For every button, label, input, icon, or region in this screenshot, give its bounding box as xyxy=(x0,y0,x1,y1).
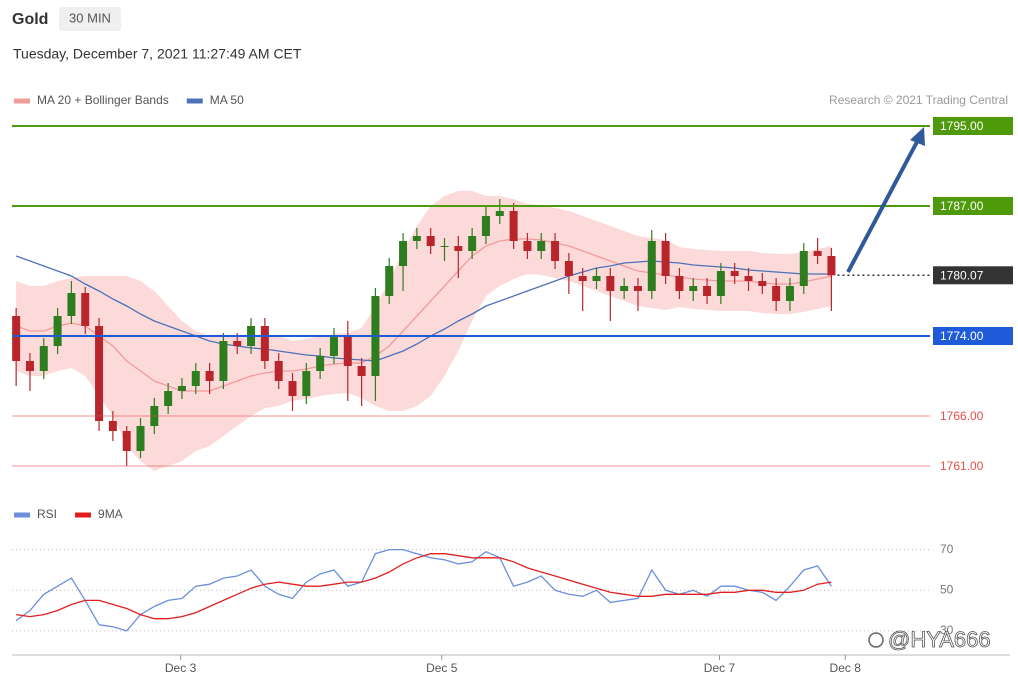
legend-label: RSI xyxy=(37,507,57,521)
legend-swatch xyxy=(14,512,30,518)
candle-body xyxy=(316,356,325,371)
level-label: 1780.07 xyxy=(940,268,984,282)
candle-body xyxy=(827,256,836,276)
level-label-box xyxy=(933,117,1013,135)
candle-body xyxy=(191,371,200,386)
level-label: 1774.00 xyxy=(940,329,984,343)
candle-body xyxy=(412,236,421,241)
candle-body xyxy=(606,276,615,291)
candle-body xyxy=(813,251,822,256)
legend-label: 9MA xyxy=(98,507,123,521)
candle-body xyxy=(329,336,338,356)
legend-swatch xyxy=(75,512,92,518)
level-label-box xyxy=(933,327,1013,345)
level-label-box xyxy=(933,197,1013,215)
moving-average xyxy=(15,238,832,392)
candle-body xyxy=(799,251,808,286)
candle-body xyxy=(564,261,573,276)
legend-label: MA 20 + Bollinger Bands xyxy=(37,93,169,107)
timestamp: Tuesday, December 7, 2021 11:27:49 AM CE… xyxy=(13,46,302,62)
candle-body xyxy=(219,341,228,381)
moving-average xyxy=(15,255,832,362)
legend-swatch xyxy=(186,98,203,104)
candle-body xyxy=(205,371,214,381)
candle-body xyxy=(95,326,104,421)
candle-body xyxy=(260,326,269,361)
candle-body xyxy=(274,361,283,381)
level-label: 1795.00 xyxy=(940,119,984,133)
candle-body xyxy=(481,216,490,236)
candle-body xyxy=(164,391,173,406)
level-label: 1787.00 xyxy=(940,199,984,213)
candle-body xyxy=(730,271,739,276)
legend-swatch xyxy=(14,98,30,104)
level-label: 1766.00 xyxy=(940,409,984,423)
x-tick-label: Dec 7 xyxy=(704,661,736,675)
watermark-icon xyxy=(868,632,884,648)
candle-body xyxy=(703,286,712,296)
candle-body xyxy=(81,293,90,326)
candle-body xyxy=(592,276,601,281)
candle-body xyxy=(122,431,131,451)
candle-body xyxy=(716,271,725,296)
candle-body xyxy=(399,241,408,266)
candle-body xyxy=(661,241,670,276)
interval: 30 MIN xyxy=(69,10,111,25)
x-tick-label: Dec 8 xyxy=(830,661,862,675)
candle-body xyxy=(177,386,186,391)
candle-body xyxy=(523,241,532,251)
candle-body xyxy=(468,236,477,251)
candle-body xyxy=(440,246,449,247)
candle-body xyxy=(426,236,435,246)
candle-body xyxy=(12,316,21,361)
level-label-box xyxy=(933,266,1013,285)
candle-body xyxy=(233,341,242,346)
candle-body xyxy=(689,286,698,291)
candle-body xyxy=(509,211,518,241)
candle-body xyxy=(343,336,352,366)
candle-body xyxy=(633,286,642,291)
candle-body xyxy=(772,286,781,301)
candle-body xyxy=(620,286,629,291)
candle-body xyxy=(67,293,76,316)
plot: 1795.00 1787.00 1780.07 1774.00 1766.00 1761.… xyxy=(12,93,1013,675)
candle-body xyxy=(288,381,297,396)
credit: Research © 2021 Trading Central xyxy=(829,93,1008,107)
candle-body xyxy=(136,426,145,451)
candle-body xyxy=(551,241,560,261)
x-tick-label: Dec 5 xyxy=(426,661,458,675)
forecast-arrowhead xyxy=(910,127,925,146)
candle-body xyxy=(647,241,656,291)
y-tick-label: 50 xyxy=(940,582,954,596)
bollinger-band xyxy=(16,191,832,471)
candle-body xyxy=(454,246,463,251)
candle-body xyxy=(758,281,767,286)
legend-label: MA 50 xyxy=(210,93,244,107)
level-label: 1761.00 xyxy=(940,459,984,473)
candle-body xyxy=(537,241,546,251)
candle-body xyxy=(108,421,117,431)
candle-body xyxy=(385,266,394,296)
candle-body xyxy=(357,366,366,376)
forecast-arrow xyxy=(846,139,920,273)
candle-body xyxy=(785,286,794,301)
interval-badge xyxy=(59,7,121,31)
y-tick-label: 30 xyxy=(940,623,954,637)
watermark: @HYA666 xyxy=(888,627,991,652)
candle-body xyxy=(675,276,684,291)
indicator-line xyxy=(16,553,832,620)
candle-body xyxy=(578,276,587,281)
instrument-title: Gold xyxy=(12,11,48,28)
candle-body xyxy=(495,211,504,216)
candle-body xyxy=(39,346,48,371)
y-tick-label: 70 xyxy=(940,542,954,556)
x-tick-label: Dec 3 xyxy=(165,661,197,675)
candle-body xyxy=(25,361,34,371)
candle-body xyxy=(744,276,753,281)
candle-body xyxy=(302,371,311,396)
candle-body xyxy=(53,316,62,346)
